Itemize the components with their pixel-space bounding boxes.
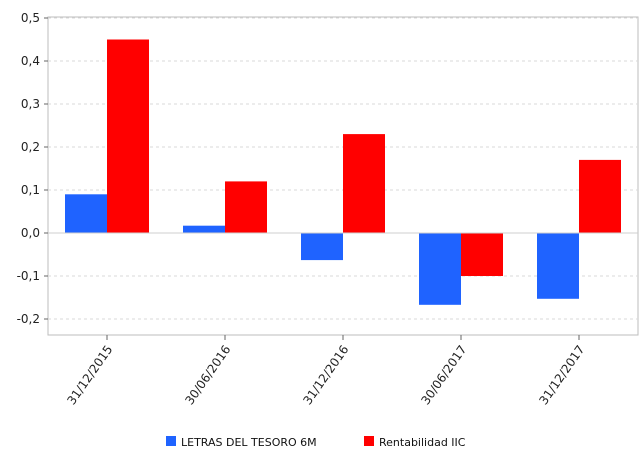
y-tick-label: 0,3 <box>21 97 40 111</box>
bar-rentabilidad-0 <box>107 39 149 233</box>
legend-swatch-rentabilidad <box>364 436 374 446</box>
bar-rentabilidad-4 <box>579 159 621 233</box>
bar-letras-1 <box>183 225 225 233</box>
bar-rentabilidad-1 <box>225 181 267 233</box>
legend-label-rentabilidad: Rentabilidad IIC <box>379 436 466 449</box>
y-tick-label: -0,1 <box>17 269 40 283</box>
legend-swatch-letras <box>166 436 176 446</box>
x-tick-label: 31/12/2017 <box>536 343 587 408</box>
bar-letras-0 <box>65 194 107 233</box>
bar-rentabilidad-2 <box>343 134 385 233</box>
legend-label-letras: LETRAS DEL TESORO 6M <box>181 436 317 449</box>
bars <box>65 39 621 305</box>
x-tick-label: 30/06/2017 <box>418 343 469 408</box>
y-tick-label: 0,1 <box>21 183 40 197</box>
bar-rentabilidad-3 <box>461 233 503 276</box>
bar-letras-3 <box>419 233 461 305</box>
y-tick-label: 0,0 <box>21 226 40 240</box>
bar-letras-4 <box>537 233 579 299</box>
y-tick-label: -0,2 <box>17 312 40 326</box>
bar-letras-2 <box>301 233 343 261</box>
x-tick-label: 31/12/2015 <box>64 343 115 408</box>
legend: LETRAS DEL TESORO 6M Rentabilidad IIC <box>166 436 466 449</box>
y-tick-label: 0,4 <box>21 54 40 68</box>
x-tick-label: 30/06/2016 <box>182 343 233 408</box>
y-tick-label: 0,2 <box>21 140 40 154</box>
x-tick-label: 31/12/2016 <box>300 343 351 408</box>
y-tick-label: 0,5 <box>21 11 40 25</box>
